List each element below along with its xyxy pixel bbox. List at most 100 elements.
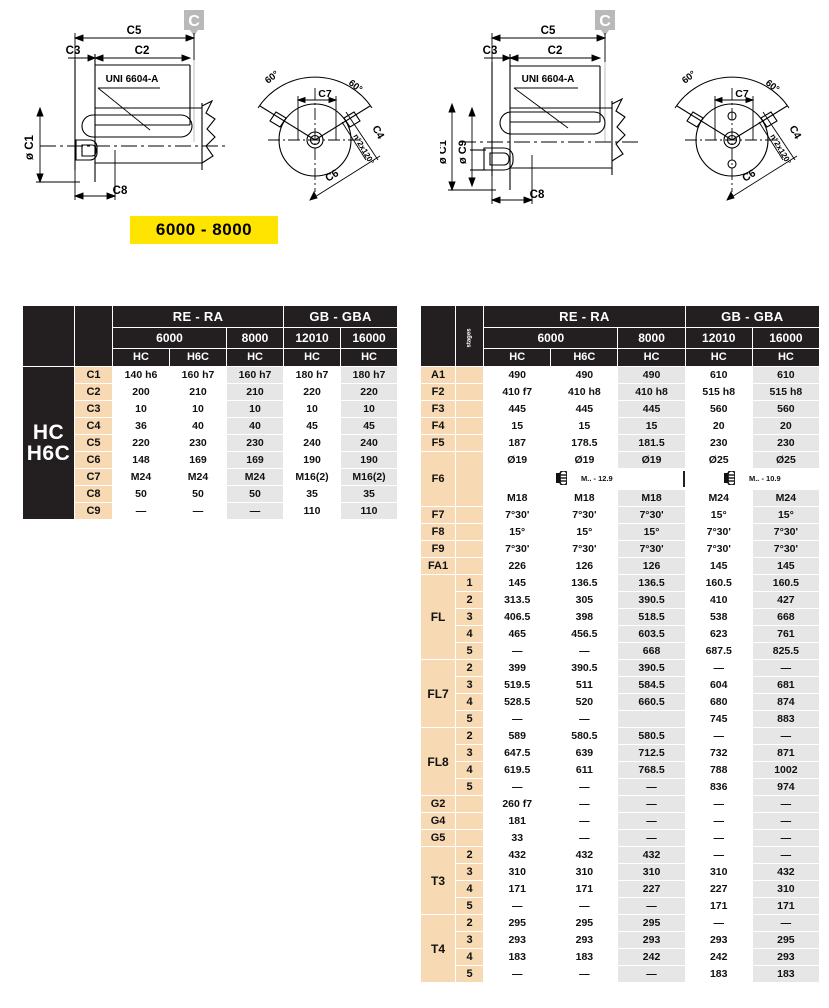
row-label-c2: C2: [74, 383, 113, 401]
data-cell: 15°: [483, 523, 552, 541]
data-cell: 761: [751, 625, 821, 643]
data-cell: 295: [751, 931, 821, 949]
data-cell: 126: [550, 557, 619, 575]
data-cell: —: [550, 897, 619, 915]
data-cell: 240: [283, 434, 342, 452]
table-row: 5— —668 687.5 825.5: [421, 642, 821, 660]
data-cell: 169: [169, 451, 227, 469]
data-cell: 136.5: [550, 574, 619, 592]
data-cell: 15: [483, 417, 552, 435]
type-header-hc-4-right: HC: [751, 348, 821, 367]
data-cell: 171: [684, 897, 753, 915]
data-cell: —: [617, 778, 686, 796]
dim-c9-right: ø C9: [457, 140, 469, 164]
data-cell: —: [483, 710, 552, 728]
data-cell: 145: [751, 557, 821, 575]
data-cell: 310: [751, 880, 821, 898]
data-cell: 180 h7: [283, 366, 342, 384]
stage-cell-empty: [455, 812, 485, 830]
stage-number: 3: [455, 931, 485, 949]
data-cell: 456.5: [550, 625, 619, 643]
table-row: C7 M24 M24 M24 M16(2) M16(2): [23, 468, 399, 486]
data-cell: 50: [225, 485, 285, 503]
bolt-note-left: M.. - 12.9: [581, 474, 613, 484]
data-cell: M24: [169, 468, 227, 486]
data-cell: 410 f7: [483, 383, 552, 401]
row-label-c4: C4: [74, 417, 113, 435]
table-row: F8 15° 15° 15° 7°30' 7°30': [419, 523, 821, 541]
data-cell: Ø19: [617, 451, 686, 469]
data-cell: 210: [225, 383, 285, 401]
data-cell: 398: [550, 608, 619, 626]
data-cell: 126: [617, 557, 686, 575]
data-cell: 518.5: [617, 608, 686, 626]
data-cell: 732: [684, 744, 753, 762]
data-cell: 310: [684, 863, 753, 881]
stages-column-header: stages: [455, 305, 485, 367]
angle-60-right-b: 60°: [763, 78, 781, 96]
stage-cell-empty: [455, 366, 485, 384]
stage-cell-empty: [455, 523, 485, 541]
data-cell: 668: [751, 608, 821, 626]
data-cell: 611: [550, 761, 619, 779]
side-label-line-2: H6C: [26, 442, 71, 465]
data-cell: 15: [617, 417, 686, 435]
data-cell: 240: [340, 434, 399, 452]
section-marker-c-left: C: [184, 10, 204, 142]
data-cell: —: [112, 502, 170, 520]
data-cell: 50: [112, 485, 170, 503]
table-row: F5 187 178.5 181.5 230 230: [419, 434, 821, 452]
data-cell: 183: [550, 948, 619, 966]
stage-cell-empty: [455, 506, 485, 524]
table-row: 2 313.5 305 390.5 410 427: [421, 591, 821, 609]
data-cell: 623: [684, 625, 753, 643]
data-cell: 874: [751, 693, 821, 711]
table-row: T3 2 432 432 432— —: [419, 846, 821, 915]
row-label-c6: C6: [74, 451, 113, 469]
data-cell: 200: [112, 383, 170, 401]
data-cell: 399: [483, 659, 552, 677]
stage-number: 3: [455, 744, 485, 762]
data-cell: 7°30': [684, 540, 753, 558]
data-cell: 603.5: [617, 625, 686, 643]
data-cell: 293: [550, 931, 619, 949]
data-cell: 171: [550, 880, 619, 898]
dim-c5-right: C5: [541, 25, 556, 37]
stage-cell-empty: [455, 829, 485, 847]
data-cell: 580.5: [550, 727, 619, 745]
bolt-icon: [723, 469, 736, 488]
data-cell: 20: [751, 417, 821, 435]
data-cell: 190: [340, 451, 399, 469]
table-left-header-types: HC H6C HC HC HC: [23, 348, 399, 367]
table-row-f6-threads: M18 M18 M18 M24 M24: [421, 489, 821, 507]
data-cell: M16(2): [340, 468, 399, 486]
table-row: 5— — —836 974: [421, 778, 821, 796]
data-cell: 50: [169, 485, 227, 503]
dim-c8-left: C8: [113, 185, 128, 197]
stage-number: 4: [455, 625, 485, 643]
data-cell: 584.5: [617, 676, 686, 694]
data-cell: 10: [169, 400, 227, 418]
data-cell: 490: [483, 366, 552, 384]
row-label-c5: C5: [74, 434, 113, 452]
data-cell: 230: [225, 434, 285, 452]
data-cell: 390.5: [617, 591, 686, 609]
data-cell: —: [550, 710, 619, 728]
table-row: FL7 2 399 390.5 390.5— —: [419, 659, 821, 728]
data-cell: 427: [751, 591, 821, 609]
data-cell: 310: [483, 863, 552, 881]
data-cell: 10: [225, 400, 285, 418]
data-cell: —: [684, 727, 753, 745]
data-cell: 35: [340, 485, 399, 503]
data-cell: 490: [617, 366, 686, 384]
note-uni-right: UNI 6604-A: [522, 74, 575, 85]
data-cell: 295: [617, 914, 686, 932]
data-cell: 768.5: [617, 761, 686, 779]
data-cell: —: [225, 502, 285, 520]
data-cell: 227: [684, 880, 753, 898]
stage-number: 4: [455, 693, 485, 711]
dim-c3-left: C3: [66, 45, 81, 57]
data-cell: 181: [483, 812, 552, 830]
section-view-left: [257, 76, 381, 201]
data-cell: —: [751, 727, 821, 745]
